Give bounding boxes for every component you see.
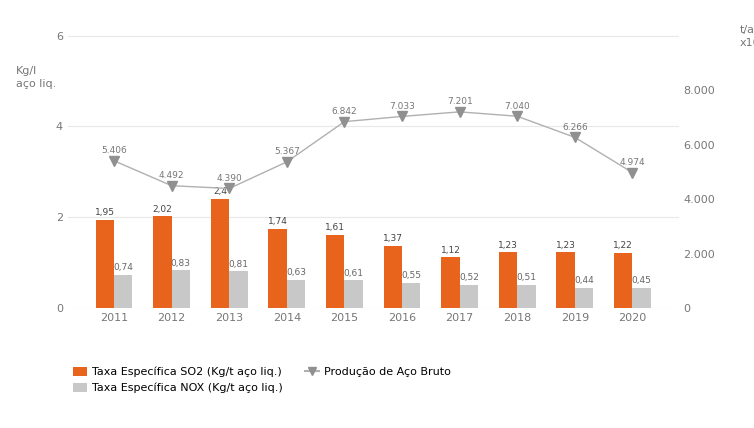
Bar (441, 257, 460, 308)
Bar (172, 270, 190, 308)
Text: 7.201: 7.201 (447, 98, 473, 107)
Text: 0,61: 0,61 (344, 269, 363, 278)
Text: 6.266: 6.266 (562, 123, 587, 132)
Bar (345, 280, 363, 308)
Text: 7.033: 7.033 (389, 102, 415, 111)
Bar (153, 217, 172, 308)
Bar (460, 285, 478, 308)
Text: 0,51: 0,51 (516, 273, 536, 282)
Bar (268, 229, 287, 308)
Text: 0,63: 0,63 (286, 268, 306, 277)
Bar (517, 285, 535, 308)
Text: 0,81: 0,81 (228, 260, 249, 269)
Bar (384, 246, 402, 308)
Text: 5.367: 5.367 (274, 147, 300, 156)
Text: 0,44: 0,44 (574, 276, 594, 285)
Text: 1,74: 1,74 (268, 217, 287, 226)
Text: 2,02: 2,02 (152, 205, 173, 214)
Bar (96, 220, 114, 308)
Legend: Taxa Específica SO2 (Kg/t aço liq.), Taxa Específica NOX (Kg/t aço liq.), Produç: Taxa Específica SO2 (Kg/t aço liq.), Tax… (73, 367, 451, 393)
Text: 7.040: 7.040 (504, 102, 530, 111)
Text: 4.390: 4.390 (216, 174, 242, 183)
Text: 0,74: 0,74 (113, 263, 133, 272)
Text: Kg/l
aço liq.: Kg/l aço liq. (16, 66, 57, 89)
Bar (614, 253, 633, 308)
Bar (402, 283, 421, 308)
Bar (229, 271, 247, 308)
Bar (499, 252, 517, 308)
Text: 1,95: 1,95 (95, 208, 115, 217)
Text: 0,52: 0,52 (459, 273, 479, 282)
Bar (575, 288, 593, 308)
Bar (114, 274, 133, 308)
Text: 0,45: 0,45 (632, 276, 651, 285)
Bar (556, 252, 575, 308)
Text: 1,37: 1,37 (383, 234, 403, 243)
Text: 0,83: 0,83 (171, 259, 191, 268)
Bar (326, 235, 345, 308)
Text: 1,61: 1,61 (325, 223, 345, 232)
Text: 1,23: 1,23 (498, 241, 518, 250)
Text: 1,23: 1,23 (556, 241, 575, 250)
Bar (211, 199, 229, 308)
Text: 0,55: 0,55 (401, 271, 421, 280)
Text: 6.842: 6.842 (332, 107, 357, 116)
Text: 1,12: 1,12 (440, 246, 461, 255)
Text: 4.492: 4.492 (159, 171, 185, 180)
Bar (287, 279, 305, 308)
Text: 1,22: 1,22 (613, 241, 633, 250)
Text: 4.974: 4.974 (620, 158, 645, 167)
Text: t/ano
x1000: t/ano x1000 (740, 25, 754, 48)
Bar (633, 288, 651, 308)
Text: 5.406: 5.406 (101, 146, 127, 155)
Text: 2,4: 2,4 (213, 187, 227, 196)
